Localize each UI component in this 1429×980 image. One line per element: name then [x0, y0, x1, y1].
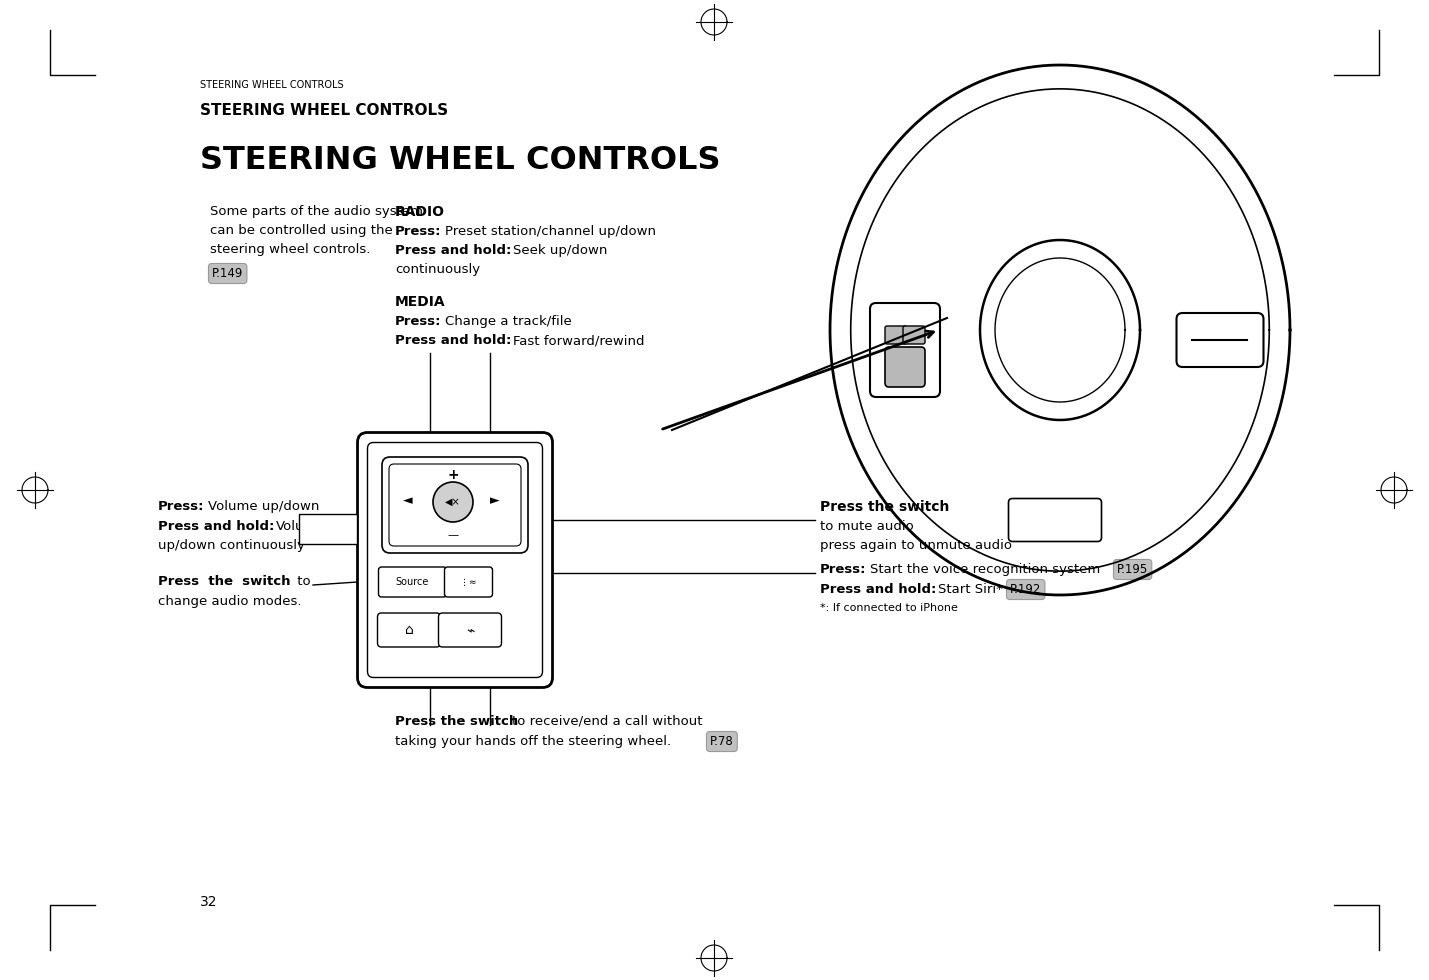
FancyBboxPatch shape: [379, 567, 446, 597]
Text: P.149: P.149: [211, 267, 243, 280]
Text: continuously: continuously: [394, 263, 480, 276]
Text: to mute audio: to mute audio: [820, 520, 913, 533]
Text: P.78: P.78: [710, 735, 733, 748]
Text: —: —: [447, 530, 459, 540]
Text: taking your hands off the steering wheel.: taking your hands off the steering wheel…: [394, 735, 672, 748]
Text: ⌂: ⌂: [404, 623, 413, 637]
Text: Seek up/down: Seek up/down: [513, 244, 607, 257]
Text: Volume up/down: Volume up/down: [209, 500, 319, 513]
Text: ⌁: ⌁: [466, 623, 474, 637]
Text: Change a track/file: Change a track/file: [444, 315, 572, 328]
Text: STEERING WHEEL CONTROLS: STEERING WHEEL CONTROLS: [200, 145, 720, 176]
Text: can be controlled using the: can be controlled using the: [210, 224, 393, 237]
FancyBboxPatch shape: [870, 303, 940, 397]
FancyBboxPatch shape: [377, 613, 440, 647]
Text: steering wheel controls.: steering wheel controls.: [210, 243, 370, 256]
Text: Press the switch: Press the switch: [820, 500, 949, 514]
Text: Source: Source: [396, 577, 429, 587]
Text: ►: ►: [490, 495, 500, 508]
FancyBboxPatch shape: [367, 443, 543, 677]
Text: Start the voice recognition system: Start the voice recognition system: [870, 563, 1100, 576]
Text: STEERING WHEEL CONTROLS: STEERING WHEEL CONTROLS: [200, 103, 449, 118]
Text: to receive/end a call without: to receive/end a call without: [512, 715, 703, 728]
Text: +: +: [447, 468, 459, 482]
FancyBboxPatch shape: [885, 347, 925, 387]
Text: RADIO: RADIO: [394, 205, 444, 219]
Text: Press:: Press:: [820, 563, 866, 576]
Text: Press and hold:: Press and hold:: [159, 520, 274, 533]
Text: Press and hold:: Press and hold:: [394, 244, 512, 257]
FancyBboxPatch shape: [357, 432, 553, 688]
FancyBboxPatch shape: [444, 567, 493, 597]
FancyBboxPatch shape: [1009, 499, 1102, 542]
Text: Preset station/channel up/down: Preset station/channel up/down: [444, 225, 656, 238]
Text: Fast forward/rewind: Fast forward/rewind: [513, 334, 644, 347]
Text: ◀×: ◀×: [446, 497, 460, 507]
Text: 32: 32: [200, 895, 217, 909]
FancyBboxPatch shape: [439, 613, 502, 647]
Text: Volume: Volume: [276, 520, 326, 533]
Text: Start Siri*: Start Siri*: [937, 583, 1003, 596]
Text: press again to unmute audio: press again to unmute audio: [820, 539, 1012, 552]
Text: Press  the  switch: Press the switch: [159, 575, 290, 588]
FancyBboxPatch shape: [382, 457, 527, 553]
FancyBboxPatch shape: [1176, 313, 1263, 367]
Text: Press:: Press:: [394, 225, 442, 238]
Text: to: to: [293, 575, 310, 588]
Text: P.195: P.195: [1117, 563, 1149, 576]
Text: up/down continuously: up/down continuously: [159, 539, 304, 552]
Text: ⋮≈: ⋮≈: [460, 577, 477, 586]
Text: Some parts of the audio system: Some parts of the audio system: [210, 205, 423, 218]
FancyBboxPatch shape: [903, 326, 925, 344]
Text: ◄: ◄: [403, 495, 413, 508]
FancyBboxPatch shape: [389, 464, 522, 546]
Text: Press:: Press:: [394, 315, 442, 328]
Text: MEDIA: MEDIA: [394, 295, 446, 309]
Text: Press the switch: Press the switch: [394, 715, 519, 728]
Circle shape: [433, 482, 473, 522]
Text: Press and hold:: Press and hold:: [394, 334, 512, 347]
Text: Press and hold:: Press and hold:: [820, 583, 936, 596]
FancyBboxPatch shape: [885, 326, 907, 344]
Text: STEERING WHEEL CONTROLS: STEERING WHEEL CONTROLS: [200, 80, 343, 90]
Text: change audio modes.: change audio modes.: [159, 595, 302, 608]
Text: Press:: Press:: [159, 500, 204, 513]
Bar: [300, 514, 357, 544]
Text: P.192: P.192: [1010, 583, 1042, 596]
Text: *: If connected to iPhone: *: If connected to iPhone: [820, 603, 957, 613]
